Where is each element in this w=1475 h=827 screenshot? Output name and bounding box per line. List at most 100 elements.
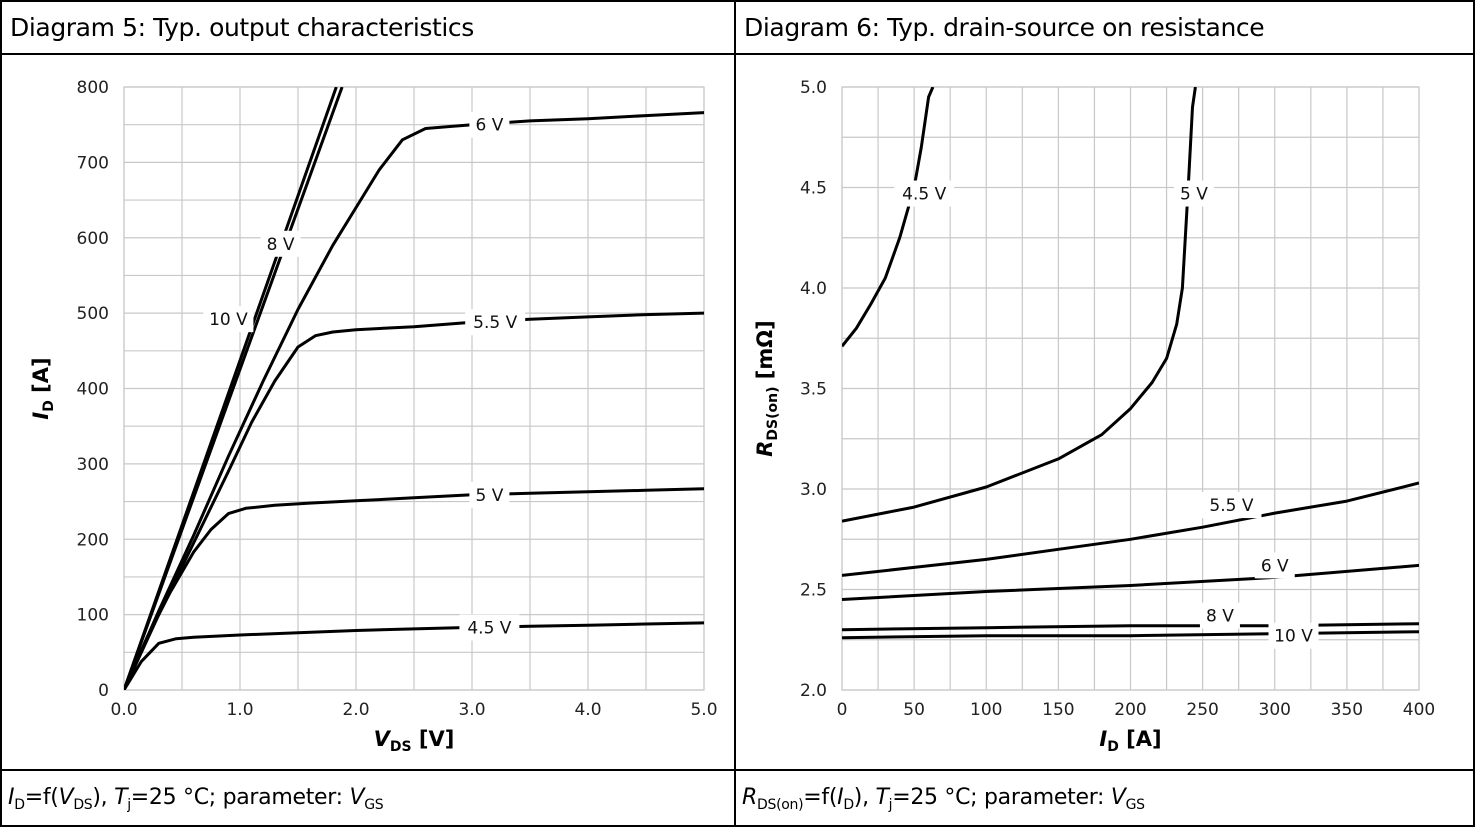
series-line-10Vv [124, 87, 338, 690]
x-tick-label: 250 [1186, 700, 1218, 720]
diagram5-caption: ID=f(VDS), Tj=25 °C; parameter: VGS [2, 771, 734, 813]
y-tick-label: 100 [77, 606, 109, 626]
x-tick-label: 50 [903, 700, 925, 720]
y-tick-label: 4.0 [800, 279, 827, 299]
caption-symbol: T [114, 785, 128, 810]
y-tick-label: 4.5 [800, 179, 827, 199]
x-tick-label: 350 [1331, 700, 1363, 720]
caption-symbol: V [1110, 785, 1126, 810]
series-label: 8 V [267, 235, 295, 255]
diagram5-output-characteristics-chart: 0.0 1.0 2.0 3.0 4.0 5.0 0 100 200 300 400 500 600 700… [29, 78, 718, 755]
series-line-10Vv [842, 630, 1419, 640]
y-axis-label: RDS(on) [mΩ] [753, 320, 781, 457]
series-line-6Vv [124, 111, 704, 690]
y-tick-label: 400 [77, 380, 109, 400]
diagram6-header-cell: Diagram 6: Typ. drain-source on resistan… [736, 2, 1473, 55]
caption-subscript: GS [1125, 797, 1145, 813]
plot-frame [841, 86, 1420, 691]
series-label: 5 V [475, 486, 503, 506]
series-label-background [260, 230, 301, 257]
y-tick-label: 800 [77, 78, 109, 98]
series-line-6Vv [842, 563, 1419, 601]
y-tick-label: 3.5 [800, 380, 827, 400]
series-line-5-5Vv [124, 311, 704, 690]
series-line-5-5Vv [842, 481, 1419, 577]
x-axis-label: ID [A] [1099, 727, 1161, 755]
series-label-background [465, 309, 526, 336]
caption-symbol: I [8, 785, 15, 810]
y-tick-label: 2.0 [800, 681, 827, 701]
series-label-background [894, 180, 955, 207]
series-label: 8 V [1206, 607, 1234, 627]
series-label: 6 V [475, 116, 503, 136]
series-label-background [1254, 552, 1295, 579]
diagram6-title: Diagram 6: Typ. drain-source on resistan… [744, 13, 1265, 42]
series-line-8Vv [842, 622, 1419, 632]
diagram5-title: Diagram 5: Typ. output characteristics [10, 13, 474, 42]
series-line-5Vv [842, 87, 1197, 523]
series-label-background [1199, 602, 1240, 629]
y-tick-label: 600 [77, 229, 109, 249]
diagram5-caption-cell: ID=f(VDS), Tj=25 °C; parameter: VGS [2, 771, 736, 825]
x-tick-label: 100 [970, 700, 1002, 720]
y-tick-label: 300 [77, 455, 109, 475]
caption-symbol: V [58, 785, 74, 810]
diagram5-chart-cell: 0.0 1.0 2.0 3.0 4.0 5.0 0 100 200 300 400 500 600 700… [2, 55, 736, 771]
series-label-background [1268, 622, 1319, 649]
x-tick-label: 400 [1403, 700, 1435, 720]
series-line-5Vv [124, 487, 704, 690]
series-label: 4.5 V [467, 618, 511, 638]
caption-text: =f( [803, 785, 838, 810]
y-tick-label: 200 [77, 530, 109, 550]
diagram6-on-resistance-chart: 0 50 100 150 200 250 300 350 400 2.0 2.5 3.0 3.5 4.0 4… [753, 78, 1435, 755]
caption-symbol: T [875, 785, 889, 810]
series-label: 5.5 V [1209, 496, 1253, 516]
diagram6-caption-cell: RDS(on)=f(ID), Tj=25 °C; parameter: VGS [736, 771, 1473, 825]
y-tick-label: 0 [98, 681, 109, 701]
diagram6-chart-cell: 0 50 100 150 200 250 300 350 400 2.0 2.5 3.0 3.5 4.0 4… [736, 55, 1473, 771]
x-tick-label: 200 [1114, 700, 1146, 720]
series-label-background [1201, 492, 1262, 519]
y-tick-label: 2.5 [800, 581, 827, 601]
caption-symbol: I [837, 785, 844, 810]
x-tick-label: 0 [837, 700, 848, 720]
x-tick-label: 1.0 [226, 700, 253, 720]
caption-symbol: R [742, 785, 757, 810]
y-tick-label: 700 [77, 153, 109, 173]
caption-text: =25 °C; parameter: [892, 785, 1111, 810]
y-tick-label: 500 [77, 304, 109, 324]
caption-subscript: DS [73, 797, 93, 813]
diagram5-header-cell: Diagram 5: Typ. output characteristics [2, 2, 736, 55]
caption-text: =25 °C; parameter: [130, 785, 350, 810]
series-label-background [469, 111, 510, 138]
caption-text: ), [853, 785, 876, 810]
series-label-background [459, 614, 520, 641]
series-line-4-5Vv [124, 621, 704, 690]
caption-subscript: j [127, 797, 131, 813]
series-label: 5 V [1180, 185, 1208, 205]
x-tick-label: 150 [1042, 700, 1074, 720]
y-tick-label: 3.0 [800, 480, 827, 500]
series-label-background [1173, 180, 1214, 207]
series-label: 5.5 V [473, 313, 517, 333]
caption-symbol: V [349, 785, 365, 810]
y-tick-label: 5.0 [800, 78, 827, 98]
caption-subscript: D [843, 797, 854, 813]
caption-subscript: DS(on) [757, 797, 804, 813]
series-label: 6 V [1261, 556, 1289, 576]
diagram6-caption: RDS(on)=f(ID), Tj=25 °C; parameter: VGS [736, 771, 1473, 813]
x-tick-label: 5.0 [690, 700, 717, 720]
series-line-4-5Vv [842, 87, 935, 348]
caption-text: ), [92, 785, 115, 810]
x-tick-label: 4.0 [574, 700, 601, 720]
series-group [124, 87, 704, 690]
series-label-background [203, 306, 254, 333]
series-label: 10 V [209, 310, 248, 330]
series-label: 4.5 V [902, 185, 946, 205]
plot-frame [123, 86, 705, 691]
caption-subscript: j [888, 797, 893, 813]
x-tick-label: 0.0 [110, 700, 137, 720]
x-tick-label: 300 [1259, 700, 1291, 720]
series-label: 10 V [1274, 627, 1313, 647]
